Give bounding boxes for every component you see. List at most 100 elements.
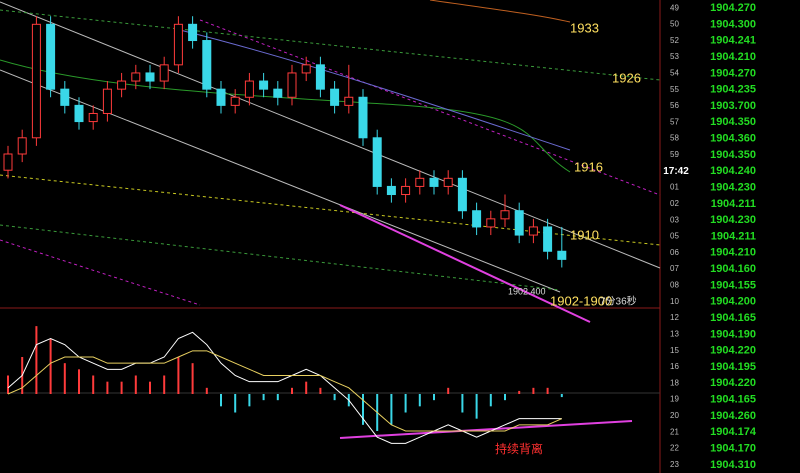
candle-body bbox=[372, 137, 382, 187]
moving-average bbox=[429, 0, 571, 23]
time-label: 15 bbox=[670, 346, 679, 355]
candle-body bbox=[429, 177, 439, 187]
price-label: 1904.170 bbox=[710, 442, 756, 454]
annotation: 1902-1900 bbox=[550, 293, 612, 308]
price-label: 1904.241 bbox=[710, 35, 756, 47]
annotation: 7分36秒 bbox=[600, 295, 637, 308]
candle-body bbox=[188, 23, 198, 42]
time-label: 13 bbox=[670, 329, 679, 338]
price-label: 1904.155 bbox=[710, 279, 756, 291]
time-label: 52 bbox=[670, 36, 679, 45]
time-label: 07 bbox=[670, 264, 679, 273]
price-label: 1904.300 bbox=[710, 18, 756, 30]
candle-body bbox=[3, 153, 13, 171]
time-label: 22 bbox=[670, 444, 679, 453]
time-label: 17:42 bbox=[663, 166, 689, 177]
candle-body bbox=[287, 72, 297, 98]
candle-body bbox=[216, 88, 226, 106]
time-label: 16 bbox=[670, 362, 679, 371]
time-label: 20 bbox=[670, 411, 679, 420]
price-label: 1904.220 bbox=[710, 345, 756, 357]
candle-body bbox=[230, 96, 240, 106]
time-label: 55 bbox=[670, 85, 679, 94]
annotation: 持续背离 bbox=[495, 441, 543, 456]
price-label: 1904.260 bbox=[710, 410, 756, 422]
time-label: 54 bbox=[670, 69, 679, 78]
macd-line bbox=[7, 350, 562, 432]
candle-body bbox=[244, 80, 254, 98]
candle-body bbox=[259, 80, 269, 90]
candle-body bbox=[486, 218, 496, 228]
candle-body bbox=[401, 185, 411, 196]
time-label: 08 bbox=[670, 281, 679, 290]
price-label: 1904.230 bbox=[710, 181, 756, 193]
candle-body bbox=[145, 72, 155, 82]
candle-body bbox=[88, 112, 98, 123]
candle-body bbox=[74, 104, 84, 123]
candle-body bbox=[500, 210, 510, 220]
trend-lines bbox=[0, 0, 661, 439]
price-label: 1904.270 bbox=[710, 2, 756, 14]
divergence-arrow bbox=[339, 204, 591, 323]
time-label: 49 bbox=[670, 3, 679, 12]
candle-body bbox=[386, 185, 396, 196]
divergence-arrow bbox=[339, 420, 633, 439]
time-label: 10 bbox=[670, 297, 679, 306]
annotation: 1902.400 bbox=[508, 286, 546, 296]
price-label: 1904.165 bbox=[710, 312, 756, 324]
time-label: 53 bbox=[670, 52, 679, 61]
candle-body bbox=[557, 250, 567, 260]
price-label: 1904.240 bbox=[710, 165, 756, 177]
annotation: 1916 bbox=[574, 159, 603, 174]
time-label: 03 bbox=[670, 215, 679, 224]
candle-body bbox=[17, 137, 27, 155]
annotation: 1910 bbox=[570, 227, 599, 242]
candle-body bbox=[358, 96, 368, 139]
price-label: 1904.190 bbox=[710, 328, 756, 340]
support-line bbox=[0, 224, 561, 291]
candle-body bbox=[443, 177, 453, 187]
price-label: 1904.195 bbox=[710, 361, 756, 373]
candle-body bbox=[543, 226, 553, 252]
price-label: 1904.210 bbox=[710, 247, 756, 259]
price-label: 1904.235 bbox=[710, 84, 756, 96]
time-label: 19 bbox=[670, 395, 679, 404]
candle-body bbox=[159, 64, 169, 82]
price-label: 1904.220 bbox=[710, 377, 756, 389]
candle-body bbox=[457, 177, 467, 212]
time-label: 02 bbox=[670, 199, 679, 208]
price-label: 1903.700 bbox=[710, 100, 756, 112]
price-label: 1904.174 bbox=[710, 426, 757, 438]
price-label: 1904.211 bbox=[711, 198, 756, 210]
candle-body bbox=[117, 80, 127, 90]
time-label: 23 bbox=[670, 460, 679, 469]
time-label: 50 bbox=[670, 20, 679, 29]
candle-body bbox=[131, 72, 141, 82]
candle-body bbox=[46, 23, 56, 90]
moving-average bbox=[0, 59, 571, 173]
price-label: 1904.165 bbox=[710, 394, 756, 406]
price-label: 1904.310 bbox=[710, 459, 756, 471]
annotation: 1926 bbox=[612, 70, 641, 85]
time-label: 01 bbox=[670, 183, 679, 192]
time-label: 05 bbox=[670, 232, 679, 241]
annotation: 1933 bbox=[570, 20, 599, 35]
time-label: 06 bbox=[670, 248, 679, 257]
candle-body bbox=[173, 23, 183, 66]
time-label: 58 bbox=[670, 134, 679, 143]
candle-body bbox=[528, 226, 538, 236]
price-label: 1904.350 bbox=[710, 116, 756, 128]
time-label: 21 bbox=[670, 427, 679, 436]
candle-body bbox=[301, 64, 311, 74]
candle-body bbox=[102, 88, 112, 114]
time-label: 59 bbox=[670, 150, 679, 159]
candle-body bbox=[344, 96, 354, 106]
candle-body bbox=[472, 210, 482, 228]
candle-body bbox=[31, 23, 41, 139]
price-label: 1904.160 bbox=[710, 263, 756, 275]
candle-body bbox=[514, 210, 524, 236]
candle-body bbox=[315, 64, 325, 90]
